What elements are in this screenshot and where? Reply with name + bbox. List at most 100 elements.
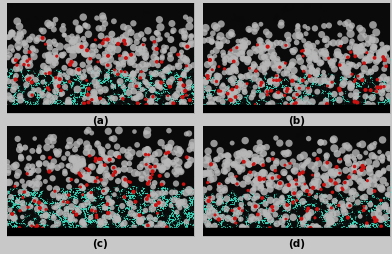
Point [8, 195, 14, 199]
Point [164, 119, 171, 123]
Point [15, 39, 21, 43]
Point [35, 92, 41, 96]
Point [167, 78, 173, 83]
Point [9, 197, 15, 201]
Point [379, 71, 385, 75]
Point [80, 187, 86, 192]
Point [31, 185, 37, 189]
Point [48, 132, 54, 136]
Point [241, 82, 248, 86]
Point [24, 131, 30, 135]
Point [211, 224, 218, 228]
Point [180, 48, 186, 52]
Point [327, 52, 333, 56]
Point [163, 133, 170, 137]
Point [13, 58, 19, 62]
Point [251, 54, 258, 58]
Point [71, 97, 78, 101]
Point [144, 59, 150, 63]
Point [184, 60, 191, 64]
Point [207, 97, 213, 101]
Point [263, 168, 269, 172]
Point [159, 51, 165, 55]
Point [133, 102, 140, 106]
Point [31, 134, 37, 138]
Point [53, 99, 59, 103]
Point [64, 173, 70, 177]
Point [232, 216, 238, 220]
Point [367, 225, 374, 229]
Point [80, 188, 86, 193]
Point [204, 53, 210, 57]
Point [221, 72, 227, 76]
Point [80, 52, 86, 56]
Point [273, 51, 279, 55]
Point [252, 87, 258, 91]
Point [82, 131, 88, 135]
Point [331, 137, 337, 141]
Point [361, 185, 367, 189]
Point [164, 163, 170, 167]
Point [137, 209, 143, 213]
Point [282, 39, 289, 43]
Point [109, 217, 115, 221]
Point [227, 53, 233, 57]
Point [175, 192, 181, 196]
Point [98, 176, 105, 180]
Point [387, 168, 392, 172]
Point [315, 69, 321, 73]
Point [117, 49, 123, 53]
Point [193, 129, 200, 133]
Point [209, 191, 215, 195]
Point [220, 56, 226, 60]
Point [166, 211, 172, 215]
Point [243, 154, 250, 158]
Point [63, 13, 69, 17]
Point [343, 163, 349, 167]
Point [265, 59, 272, 63]
Point [189, 178, 195, 182]
Point [170, 158, 176, 162]
Point [384, 188, 390, 192]
Point [91, 64, 97, 68]
Point [305, 185, 311, 189]
Point [181, 60, 187, 64]
Point [118, 159, 124, 163]
Point [191, 155, 197, 160]
Point [294, 217, 300, 221]
Point [245, 200, 252, 204]
Point [256, 220, 262, 225]
Point [11, 218, 17, 222]
Point [350, 184, 356, 188]
Point [78, 2, 84, 6]
Point [261, 64, 268, 68]
Point [173, 52, 180, 56]
Point [93, 169, 99, 173]
Point [261, 173, 267, 177]
Point [70, 0, 76, 2]
Point [280, 89, 286, 93]
Point [229, 173, 236, 177]
Point [243, 0, 249, 3]
Point [312, 221, 318, 225]
Point [312, 171, 318, 175]
Point [337, 103, 343, 107]
Point [70, 46, 76, 50]
Point [60, 222, 66, 226]
Point [90, 132, 96, 136]
Point [343, 76, 350, 80]
Point [31, 90, 37, 94]
Point [217, 163, 223, 167]
Point [112, 202, 118, 207]
Point [365, 165, 371, 169]
Point [300, 213, 307, 217]
Point [316, 139, 322, 143]
Point [169, 161, 176, 165]
Point [157, 25, 163, 29]
Point [52, 204, 58, 209]
Point [198, 35, 205, 39]
Point [202, 32, 209, 36]
Point [38, 60, 45, 65]
Point [60, 63, 66, 67]
Point [167, 157, 173, 161]
